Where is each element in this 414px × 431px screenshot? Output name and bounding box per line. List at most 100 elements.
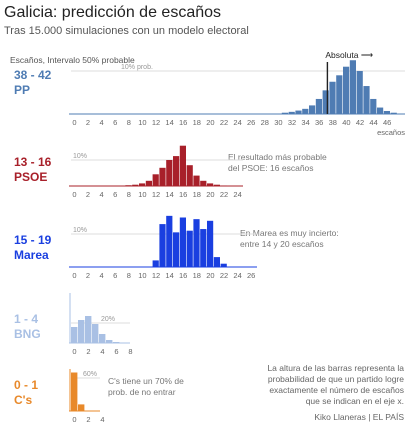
bar-PSOE-22: [220, 185, 227, 186]
marea-range: 15 - 19: [14, 233, 52, 247]
tick-2-26: 26: [247, 271, 255, 280]
bar-BNG-2: [85, 316, 92, 343]
bar-PP-46: [383, 110, 390, 114]
tick-3-8: 8: [128, 347, 132, 356]
tick-1-18: 18: [193, 190, 201, 199]
page-subtitle: Tras 15.000 simulaciones con un modelo e…: [4, 25, 249, 37]
bar-Marea-15: [173, 232, 180, 267]
bar-PSOE-20: [207, 183, 214, 186]
bar-PSOE-21: [213, 184, 220, 186]
tick-1-6: 6: [113, 190, 117, 199]
tick-2-22: 22: [220, 271, 228, 280]
tick-0-16: 16: [179, 118, 187, 127]
tick-4-4: 4: [100, 415, 104, 424]
bar-PP-39: [336, 75, 343, 114]
tick-1-10: 10: [138, 190, 146, 199]
tick-3-2: 2: [86, 347, 90, 356]
bar-Marea-19: [200, 229, 207, 267]
tick-2-20: 20: [206, 271, 214, 280]
tick-2-12: 12: [152, 271, 160, 280]
tick-0-44: 44: [369, 118, 377, 127]
bar-PSOE-18: [193, 175, 200, 186]
pp-label: PP: [14, 83, 31, 97]
pp-range: 38 - 42: [14, 68, 52, 82]
bar-PP-36: [315, 98, 322, 114]
tick-0-2: 2: [86, 118, 90, 127]
tick-3-6: 6: [114, 347, 118, 356]
psoe-range: 13 - 16: [14, 155, 52, 169]
tick-4-2: 2: [86, 415, 90, 424]
psoe-annotation: El resultado más probable del PSOE: 16 es…: [228, 152, 327, 173]
cs-annotation: C's tiene un 70% de prob. de no entrar: [108, 376, 184, 397]
tick-1-24: 24: [233, 190, 241, 199]
bar-C's-0: [71, 372, 78, 411]
marea-annotation: En Marea es muy incierto: entre 14 y 20 e…: [240, 228, 339, 249]
tick-2-18: 18: [193, 271, 201, 280]
tick-2-10: 10: [138, 271, 146, 280]
axis-label-0: escaños: [377, 128, 405, 137]
bar-PSOE-19: [200, 180, 207, 186]
bar-PSOE-16: [179, 145, 186, 186]
bar-BNG-1: [78, 320, 85, 343]
threshold-label: Absoluta ⟶: [325, 50, 373, 60]
bar-PSOE-9: [132, 184, 139, 186]
tick-0-8: 8: [127, 118, 131, 127]
tick-0-28: 28: [261, 118, 269, 127]
tick-2-24: 24: [233, 271, 241, 280]
tick-0-46: 46: [383, 118, 391, 127]
bar-PP-31: [281, 112, 288, 114]
bar-Marea-12: [152, 260, 159, 267]
tick-4-0: 0: [72, 415, 76, 424]
tick-0-22: 22: [220, 118, 228, 127]
psoe-label: PSOE: [14, 170, 48, 184]
bar-PSOE-8: [125, 185, 132, 186]
bng-range: 1 - 4: [14, 312, 39, 326]
bng-label: BNG: [14, 327, 41, 341]
bar-Marea-13: [159, 224, 166, 267]
tick-0-6: 6: [113, 118, 117, 127]
legend-note: Escaños, Intervalo 50% probable: [10, 55, 135, 65]
tick-0-20: 20: [206, 118, 214, 127]
marea-label: Marea: [14, 248, 49, 262]
tick-0-4: 4: [100, 118, 104, 127]
tick-0-10: 10: [138, 118, 146, 127]
bar-PP-38: [329, 81, 336, 114]
bar-Marea-16: [179, 217, 186, 267]
tick-2-6: 6: [113, 271, 117, 280]
bar-PSOE-12: [152, 174, 159, 186]
bar-PP-33: [295, 110, 302, 114]
bar-PP-41: [349, 60, 356, 114]
tick-0-0: 0: [72, 118, 76, 127]
bar-PSOE-14: [166, 160, 173, 186]
bar-PP-35: [309, 105, 316, 114]
cs-range: 0 - 1: [14, 378, 39, 392]
tick-1-22: 22: [220, 190, 228, 199]
ref-label-1: 10%: [73, 153, 87, 160]
tick-3-4: 4: [100, 347, 104, 356]
page-title: Galicia: predicción de escaños: [4, 4, 222, 21]
bar-Marea-22: [220, 263, 227, 267]
bar-PP-37: [322, 90, 329, 114]
tick-0-12: 12: [152, 118, 160, 127]
tick-2-0: 0: [72, 271, 76, 280]
bar-Marea-21: [213, 257, 220, 267]
bar-PSOE-10: [139, 183, 146, 186]
tick-0-14: 14: [165, 118, 173, 127]
bar-Marea-14: [166, 215, 173, 267]
bar-BNG-5: [106, 340, 113, 343]
bar-PSOE-17: [186, 165, 193, 186]
tick-0-24: 24: [233, 118, 241, 127]
tick-1-4: 4: [100, 190, 104, 199]
tick-2-4: 4: [100, 271, 104, 280]
tick-2-14: 14: [165, 271, 173, 280]
tick-2-16: 16: [179, 271, 187, 280]
bar-PP-40: [343, 66, 350, 114]
cs-label: C's: [14, 393, 33, 407]
ref-label-2: 10%: [73, 227, 87, 234]
bar-PSOE-15: [173, 156, 180, 186]
tick-0-38: 38: [329, 118, 337, 127]
tick-0-36: 36: [315, 118, 323, 127]
tick-0-18: 18: [193, 118, 201, 127]
ref-label-4: 60%: [83, 371, 97, 378]
